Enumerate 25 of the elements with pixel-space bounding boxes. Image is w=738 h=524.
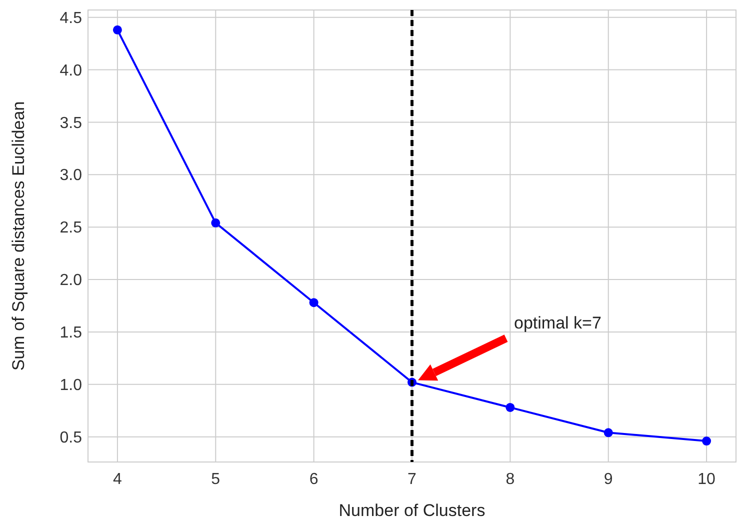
y-tick-label: 2.0 — [60, 272, 82, 290]
y-tick-label: 1.0 — [60, 376, 82, 394]
y-axis-title: Sum of Square distances Euclidean — [9, 101, 28, 371]
point — [604, 428, 613, 438]
x-axis-title: Number of Clusters — [338, 501, 486, 520]
y-tick-label: 1.5 — [60, 324, 82, 342]
x-tick-label: 4 — [113, 471, 122, 488]
y-tick-label: 4.0 — [60, 62, 82, 80]
x-tick-label: 8 — [506, 471, 515, 488]
y-tick-label: 2.5 — [60, 220, 82, 237]
x-tick-label: 5 — [211, 471, 220, 488]
y-tick-label: 3.5 — [60, 114, 82, 132]
point — [112, 25, 122, 34]
y-tick-label: 4.5 — [60, 10, 82, 27]
x-tick-label: 10 — [698, 471, 716, 488]
point — [702, 436, 712, 446]
x-tick-label: 7 — [408, 471, 417, 488]
y-tick-label: 0.5 — [60, 429, 82, 446]
point — [506, 402, 515, 412]
annotation: optimal k=7 — [514, 313, 602, 332]
x-tick-label: 9 — [604, 471, 613, 488]
point — [211, 218, 220, 228]
x-tick-label: 6 — [309, 471, 318, 488]
point — [309, 298, 318, 308]
y-tick-label: 3.0 — [60, 167, 82, 184]
